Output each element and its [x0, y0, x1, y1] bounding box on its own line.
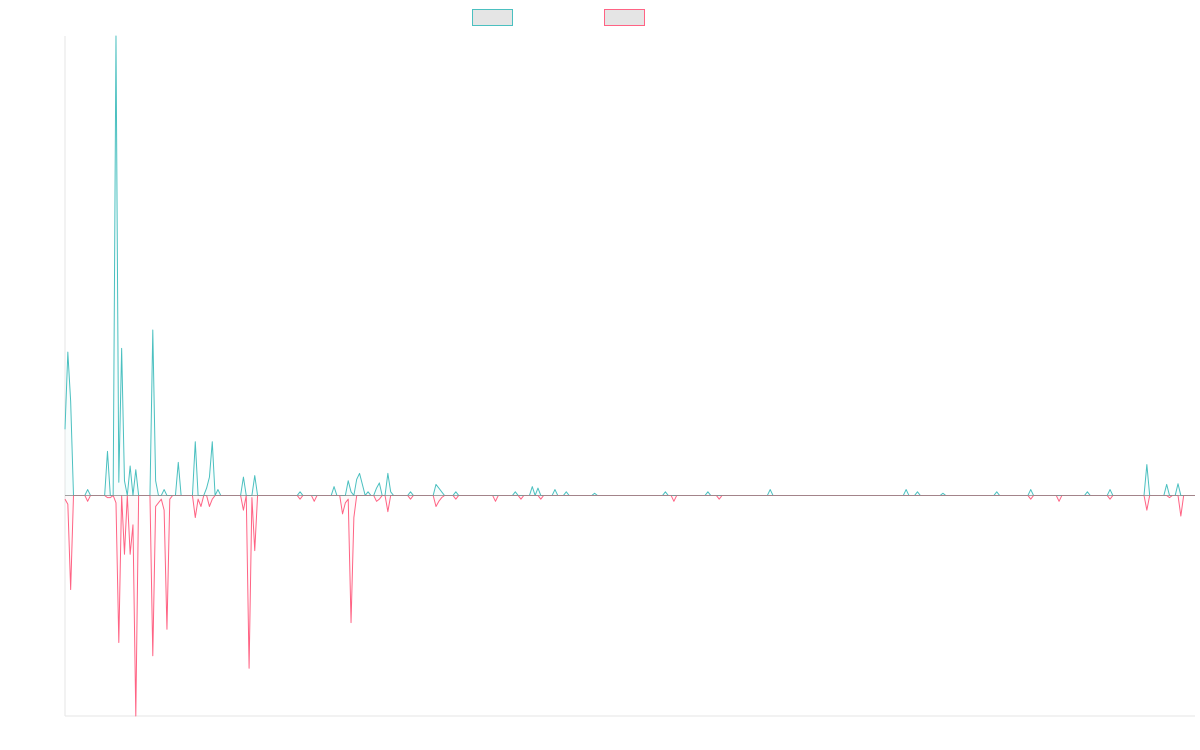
- series-2-line: [64, 494, 1195, 717]
- legend: [472, 9, 645, 26]
- axes: [64, 36, 1195, 717]
- series-2-area: [65, 495, 1195, 716]
- plot-area: [64, 35, 1195, 717]
- legend-swatch-1[interactable]: [472, 9, 513, 26]
- series-1-line: [64, 35, 1195, 496]
- legend-swatch-2[interactable]: [604, 9, 645, 26]
- series-1-area: [65, 36, 1195, 496]
